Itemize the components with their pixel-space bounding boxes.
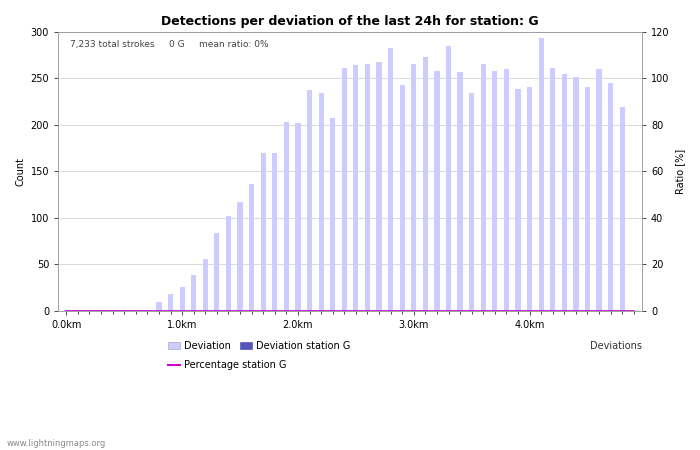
Bar <box>550 68 555 310</box>
Bar <box>203 259 208 310</box>
Bar <box>527 87 532 310</box>
Bar <box>561 74 567 310</box>
Bar <box>318 93 323 310</box>
Bar <box>377 62 382 310</box>
Bar <box>458 72 463 310</box>
Bar <box>284 122 289 310</box>
Bar <box>156 302 162 310</box>
Bar <box>596 69 602 310</box>
Bar <box>191 275 196 310</box>
Text: Deviations: Deviations <box>590 341 642 351</box>
Bar <box>434 71 440 310</box>
Text: 7,233 total strokes     0 G     mean ratio: 0%: 7,233 total strokes 0 G mean ratio: 0% <box>70 40 269 50</box>
Bar <box>237 202 243 310</box>
Bar <box>573 77 578 310</box>
Bar <box>481 63 486 310</box>
Bar <box>538 38 544 310</box>
Bar <box>260 153 266 310</box>
Bar <box>365 64 370 310</box>
Title: Detections per deviation of the last 24h for station: G: Detections per deviation of the last 24h… <box>161 15 539 28</box>
Bar <box>307 90 312 310</box>
Y-axis label: Ratio [%]: Ratio [%] <box>675 149 685 194</box>
Bar <box>469 93 475 310</box>
Bar <box>179 288 185 310</box>
Bar <box>515 89 521 310</box>
Bar <box>388 48 393 310</box>
Bar <box>411 64 416 310</box>
Bar <box>214 233 220 310</box>
Bar <box>168 294 173 310</box>
Bar <box>504 69 509 310</box>
Text: www.lightningmaps.org: www.lightningmaps.org <box>7 439 106 448</box>
Bar <box>608 83 613 310</box>
Bar <box>295 123 300 310</box>
Bar <box>446 46 451 310</box>
Bar <box>585 87 590 310</box>
Legend: Percentage station G: Percentage station G <box>168 360 286 370</box>
Bar <box>492 71 498 310</box>
Bar <box>342 68 347 310</box>
Y-axis label: Count: Count <box>15 157 25 186</box>
Bar <box>272 153 277 310</box>
Bar <box>354 65 358 310</box>
Bar <box>400 85 405 310</box>
Bar <box>249 184 254 310</box>
Bar <box>620 107 625 310</box>
Bar <box>226 216 231 310</box>
Bar <box>423 57 428 310</box>
Bar <box>330 118 335 310</box>
